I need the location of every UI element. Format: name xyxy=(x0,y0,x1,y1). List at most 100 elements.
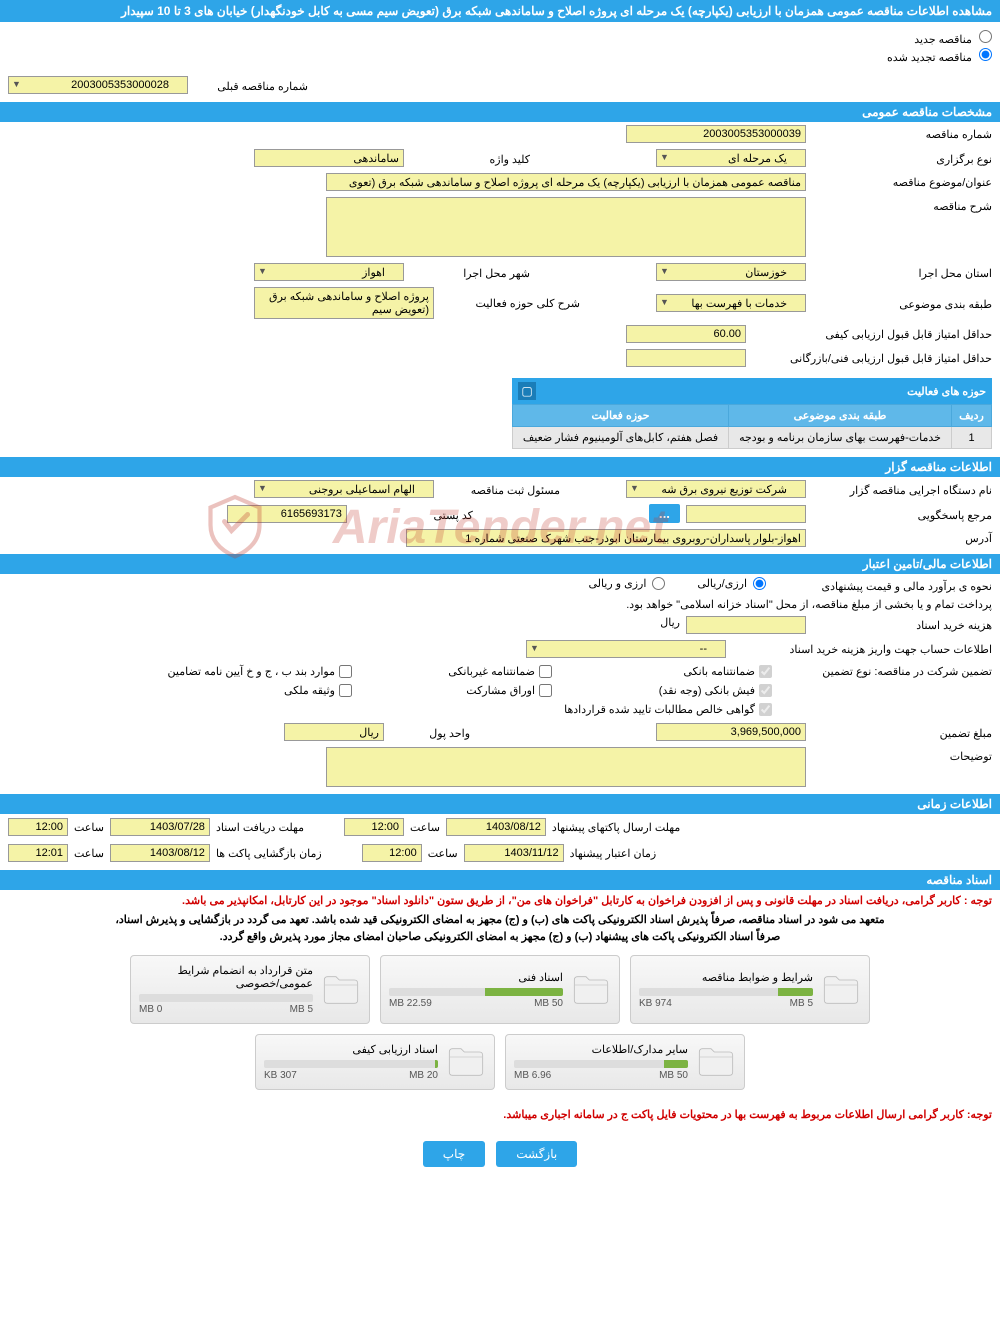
min-quality-score-input[interactable] xyxy=(626,325,746,343)
tender-number-input[interactable] xyxy=(626,125,806,143)
classification-select[interactable] xyxy=(656,294,806,312)
radio-rial-label: ارزی/ریالی xyxy=(697,577,747,590)
folder-icon xyxy=(821,972,861,1008)
file-cap: 20 MB xyxy=(409,1070,438,1081)
chk-securities-label: اوراق مشارکت xyxy=(466,684,535,697)
chk-bank-receipt[interactable] xyxy=(759,684,772,697)
prev-tender-number-select[interactable] xyxy=(8,76,188,94)
keyword-input[interactable] xyxy=(254,149,404,167)
chk-securities[interactable] xyxy=(539,684,552,697)
radio-both[interactable] xyxy=(652,577,665,590)
file-used: 6.96 MB xyxy=(514,1070,551,1081)
activity-row: 1 خدمات-فهرست بهای سازمان برنامه و بودجه… xyxy=(513,427,992,449)
chk-bank-guarantee[interactable] xyxy=(759,665,772,678)
account-info-select[interactable] xyxy=(526,640,726,658)
print-button[interactable]: چاپ xyxy=(423,1141,485,1167)
doc-fee-unit: ریال xyxy=(660,616,680,629)
doc-fee-input[interactable] xyxy=(686,616,806,634)
folder-icon xyxy=(321,972,361,1008)
radio-new-tender[interactable] xyxy=(979,30,992,43)
address-input[interactable] xyxy=(406,529,806,547)
prev-tender-number-label: شماره مناقصه قبلی xyxy=(188,77,308,93)
validity-date[interactable] xyxy=(464,844,564,862)
validity-label: زمان اعتبار پیشنهاد xyxy=(570,847,657,860)
col-activity: حوزه فعالیت xyxy=(513,405,729,427)
tender-number-label: شماره مناقصه xyxy=(812,125,992,141)
holding-type-select[interactable] xyxy=(656,149,806,167)
open-time-date[interactable] xyxy=(110,844,210,862)
folder-icon xyxy=(696,1044,736,1080)
subject-label: عنوان/موضوع مناقصه xyxy=(812,173,992,189)
bottom-notice: توجه: کاربر گرامی ارسال اطلاعات مربوط به… xyxy=(0,1100,1000,1129)
activity-desc-label: شرح کلی حوزه فعالیت xyxy=(440,297,580,310)
city-select[interactable] xyxy=(254,263,404,281)
city-label: شهر محل اجرا xyxy=(410,264,530,280)
file-card[interactable]: اسناد ارزیابی کیفی20 MB307 KB xyxy=(255,1034,495,1090)
responder-label: مرجع پاسخگویی xyxy=(812,506,992,522)
file-cap: 50 MB xyxy=(659,1070,688,1081)
registrar-select[interactable] xyxy=(254,480,434,498)
subject-input[interactable] xyxy=(326,173,806,191)
chk-bank-guarantee-label: ضمانتنامه بانکی xyxy=(683,665,755,678)
postal-code-input[interactable] xyxy=(227,505,347,523)
radio-renewed-tender[interactable] xyxy=(979,48,992,61)
file-cap: 50 MB xyxy=(534,998,563,1009)
col-classification: طبقه بندی موضوعی xyxy=(729,405,952,427)
notes-textarea[interactable] xyxy=(326,747,806,787)
chk-nonbank-guarantee-label: ضمانتنامه غیربانکی xyxy=(448,665,535,678)
file-used: 974 KB xyxy=(639,998,672,1009)
file-progress xyxy=(389,988,563,996)
file-progress xyxy=(639,988,813,996)
responder-lookup-button[interactable]: ... xyxy=(649,504,680,523)
file-title: شرایط و ضوابط مناقصه xyxy=(639,971,813,984)
postal-code-label: کد پستی xyxy=(353,506,473,522)
chk-property-label: وثیقه ملکی xyxy=(284,684,335,697)
open-time-time-label: ساعت xyxy=(74,847,104,860)
col-row: ردیف xyxy=(952,405,992,427)
file-card[interactable]: متن قرارداد به انضمام شرایط عمومی/خصوصی5… xyxy=(130,955,370,1024)
page-title: مشاهده اطلاعات مناقصه عمومی همزمان با ار… xyxy=(0,0,1000,22)
activity-table-title: حوزه های فعالیت xyxy=(907,385,986,398)
notes-label: توضیحات xyxy=(812,747,992,763)
radio-rial[interactable] xyxy=(753,577,766,590)
executive-label: نام دستگاه اجرایی مناقصه گزار xyxy=(812,481,992,497)
chk-bylaw-items[interactable] xyxy=(339,665,352,678)
collapse-button[interactable]: ▢ xyxy=(518,382,536,400)
holding-type-label: نوع برگزاری xyxy=(812,150,992,166)
send-deadline-date[interactable] xyxy=(446,818,546,836)
file-card[interactable]: سایر مدارک/اطلاعات50 MB6.96 MB xyxy=(505,1034,745,1090)
back-button[interactable]: بازگشت xyxy=(496,1141,577,1167)
send-deadline-label: مهلت ارسال پاکتهای پیشنهاد xyxy=(552,821,680,834)
province-select[interactable] xyxy=(656,263,806,281)
open-time-time[interactable] xyxy=(8,844,68,862)
file-card[interactable]: اسناد فنی50 MB22.59 MB xyxy=(380,955,620,1024)
validity-time[interactable] xyxy=(362,844,422,862)
min-tech-score-input[interactable] xyxy=(626,349,746,367)
guarantee-amount-input[interactable] xyxy=(656,723,806,741)
receive-deadline-label: مهلت دریافت اسناد xyxy=(216,821,304,834)
file-card[interactable]: شرایط و ضوابط مناقصه 5 MB 974 KB xyxy=(630,955,870,1024)
receive-deadline-time[interactable] xyxy=(8,818,68,836)
province-label: استان محل اجرا xyxy=(812,264,992,280)
file-used: 22.59 MB xyxy=(389,998,432,1009)
receive-deadline-date[interactable] xyxy=(110,818,210,836)
file-progress xyxy=(139,994,313,1002)
chk-receivables-label: گواهی خالص مطالبات تایید شده قراردادها xyxy=(564,703,755,716)
chk-property[interactable] xyxy=(339,684,352,697)
responder-input[interactable] xyxy=(686,505,806,523)
tender-mode-section: مناقصه جدید مناقصه تجدید شده xyxy=(0,22,1000,72)
send-deadline-time[interactable] xyxy=(344,818,404,836)
chk-receivables[interactable] xyxy=(759,703,772,716)
notice-3: صرفاً اسناد الکترونیکی پاکت های پیشنهاد … xyxy=(0,928,1000,945)
file-cap: 5 MB xyxy=(790,998,813,1009)
description-textarea[interactable] xyxy=(326,197,806,257)
activity-table: حوزه های فعالیت ▢ ردیف طبقه بندی موضوعی … xyxy=(512,378,992,449)
classification-label: طبقه بندی موضوعی xyxy=(812,295,992,311)
send-deadline-time-label: ساعت xyxy=(410,821,440,834)
validity-time-label: ساعت xyxy=(428,847,458,860)
currency-unit-input[interactable] xyxy=(284,723,384,741)
section-time-info: اطلاعات زمانی xyxy=(0,794,1000,814)
executive-select[interactable] xyxy=(626,480,806,498)
chk-nonbank-guarantee[interactable] xyxy=(539,665,552,678)
activity-desc-input[interactable]: پروژه اصلاح و ساماندهی شبکه برق (تعویض س… xyxy=(254,287,434,319)
